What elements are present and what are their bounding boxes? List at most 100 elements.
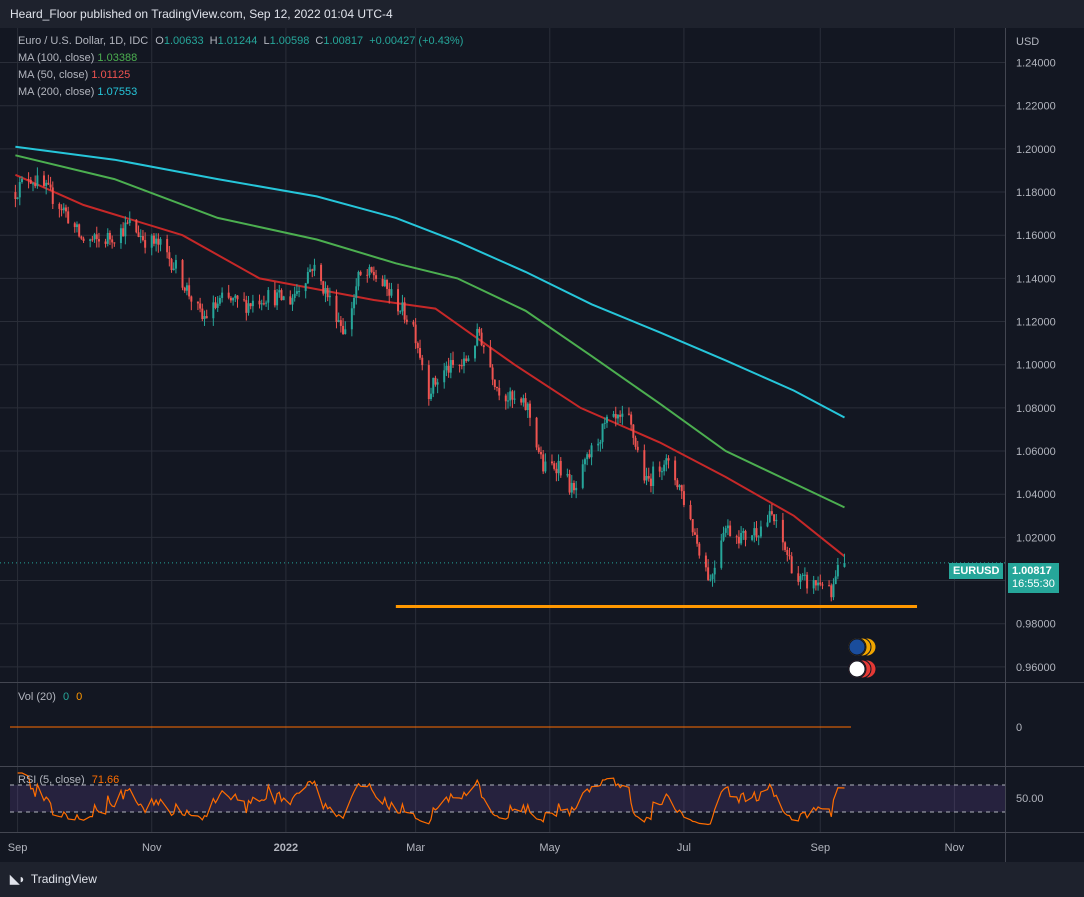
candle-body (493, 379, 496, 387)
candle-body (416, 343, 419, 349)
candle-body (328, 295, 331, 298)
candle-body (95, 234, 98, 240)
candle-body (790, 556, 793, 574)
candle-body (172, 268, 175, 271)
candle-body (282, 296, 285, 301)
candle-body (430, 393, 433, 400)
candle-body (47, 182, 50, 185)
x-tick-label: Nov (142, 842, 162, 854)
candle-body (278, 290, 281, 293)
candle-body (49, 184, 52, 188)
candle-body (601, 423, 604, 443)
candle-body (403, 302, 406, 320)
candle-body (267, 290, 270, 303)
candle-body (419, 348, 422, 358)
candle-body (344, 329, 347, 335)
candle-body (713, 567, 716, 575)
candle-body (704, 555, 707, 568)
candle-body (159, 239, 162, 245)
candle-body (828, 585, 831, 587)
candle-body (174, 260, 177, 269)
candle-body (568, 474, 571, 493)
candle-body (843, 562, 846, 567)
candle-body (458, 364, 461, 366)
candle-body (214, 302, 217, 308)
candle-body (691, 519, 694, 533)
candle-body (67, 211, 70, 224)
candle-body (735, 536, 738, 538)
candle-body (678, 485, 681, 488)
high-value: 1.01244 (217, 35, 258, 47)
volume-legend: Vol (20) 0 0 (18, 691, 82, 703)
candle-body (660, 471, 663, 473)
candle-body (799, 576, 802, 582)
candle-body (583, 459, 586, 465)
candle-body (632, 424, 635, 438)
low-value: 1.00598 (269, 35, 310, 47)
candle-body (788, 554, 791, 557)
y-tick-label: 1.20000 (1016, 144, 1056, 156)
candle-body (309, 269, 312, 273)
last-price-tag: 1.00817 16:55:30 (1008, 563, 1059, 593)
candle-body (273, 290, 276, 306)
candle-body (62, 207, 65, 211)
bar-countdown-text: 16:55:30 (1012, 578, 1055, 590)
candle-body (36, 175, 39, 187)
candle-body (218, 297, 221, 304)
candle-body (42, 175, 45, 186)
candle-body (73, 223, 76, 228)
candle-body (524, 398, 527, 411)
candle-body (817, 582, 820, 586)
candle-body (498, 387, 501, 396)
tradingview-brand[interactable]: ◣◗ TradingView (10, 872, 97, 886)
candle-body (550, 461, 553, 464)
candle-body (784, 542, 787, 550)
candle-body (320, 264, 323, 282)
candle-body (64, 207, 67, 212)
candle-body (768, 511, 771, 523)
y-tick-label: 1.14000 (1016, 273, 1056, 285)
candle-body (91, 239, 94, 241)
y-tick-label: 1.18000 (1016, 187, 1056, 199)
candle-body (370, 267, 373, 272)
candle-body (636, 446, 639, 451)
candle-body (135, 219, 138, 233)
candle-body (262, 303, 265, 305)
candle-body (366, 274, 369, 276)
candle-body (27, 179, 30, 181)
candle-body (122, 228, 125, 237)
candle-body (757, 536, 760, 538)
candle-body (744, 530, 747, 540)
x-tick-label: Jul (677, 842, 691, 854)
candle-body (168, 252, 171, 260)
close-label: C (315, 35, 324, 47)
candle-body (575, 487, 578, 491)
candle-body (357, 271, 360, 287)
eu-event-icon (848, 638, 866, 656)
candle-body (452, 360, 455, 365)
candle-body (801, 574, 804, 577)
ma50-legend: MA (50, close) 1.01125 (18, 69, 130, 81)
open-label: O (155, 35, 164, 47)
candle-body (353, 297, 356, 309)
y-tick-label: 1.10000 (1016, 360, 1056, 372)
candle-body (511, 391, 514, 400)
candle-body (781, 519, 784, 543)
candle-body (645, 475, 648, 481)
candle-body (311, 269, 314, 271)
candle-body (119, 228, 122, 244)
ma50-line (14, 173, 846, 558)
ma200-legend: MA (200, close) 1.07553 (18, 86, 137, 98)
candle-body (504, 395, 507, 402)
last-price-text: 1.00817 (1012, 565, 1052, 577)
candle-body (724, 528, 727, 533)
candle-body (434, 377, 437, 385)
rsi-value: 71.66 (91, 774, 120, 786)
candle-body (535, 417, 538, 448)
candle-body (401, 302, 404, 312)
candle-body (553, 463, 556, 469)
candle-body (542, 454, 545, 472)
candle-body (496, 386, 499, 388)
candle-body (586, 454, 589, 460)
chart-svg[interactable]: USD 1.24000 1.22000 1.20000 1.18000 1.16000 1.… (0, 28, 1084, 862)
